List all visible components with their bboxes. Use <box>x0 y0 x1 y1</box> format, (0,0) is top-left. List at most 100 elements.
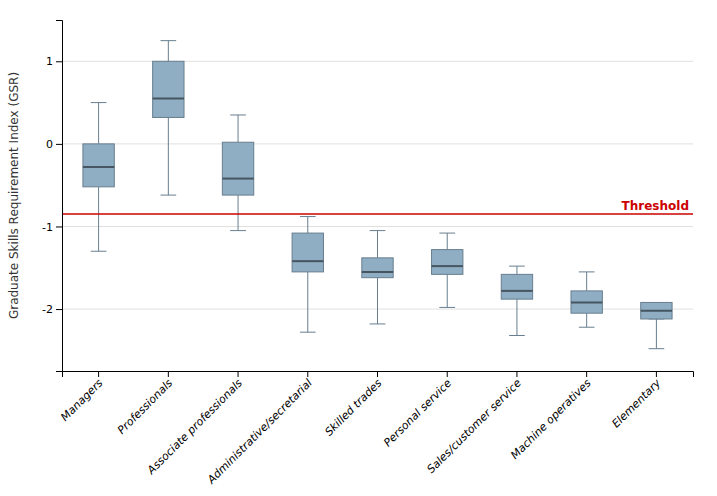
box-body <box>501 274 532 299</box>
lower-cap <box>509 335 525 336</box>
upper-cap <box>370 230 386 231</box>
box <box>83 103 114 252</box>
upper-whisker <box>168 41 169 62</box>
y-axis-line <box>56 21 63 372</box>
x-tick: Professionals <box>115 371 175 437</box>
lower-cap <box>649 348 665 349</box>
x-tick: Administrative/secretarial <box>204 371 314 487</box>
x-tick: Sales/customer service <box>424 371 524 476</box>
box-body <box>641 302 672 319</box>
lower-cap <box>439 307 455 308</box>
x-tick-label: Personal service <box>381 376 454 449</box>
box-body <box>432 250 463 275</box>
median <box>501 290 532 292</box>
upper-cap <box>300 216 316 217</box>
median <box>222 178 253 180</box>
box <box>292 217 323 333</box>
lower-cap <box>91 251 107 252</box>
x-tick: Personal service <box>381 371 454 449</box>
box-body <box>571 291 602 313</box>
y-tick-mark <box>56 61 62 62</box>
x-axis: ManagersProfessionalsAssociate professio… <box>58 371 693 487</box>
upper-whisker <box>586 272 587 291</box>
y-tick-mark <box>56 309 62 310</box>
median <box>292 260 323 262</box>
lower-cap <box>300 332 316 333</box>
upper-whisker <box>516 266 517 274</box>
x-axis-line <box>63 372 694 378</box>
upper-cap <box>91 102 107 103</box>
box <box>571 272 602 327</box>
y-tick-label: -2 <box>42 303 53 316</box>
median <box>571 301 602 303</box>
chart: Threshold -2 -1 0 1 ManagersProfessionalsAsso… <box>0 0 717 496</box>
box <box>153 41 184 195</box>
y-tick: 0 <box>46 138 62 151</box>
threshold-label: Threshold <box>622 199 689 213</box>
x-tick-label: Sales/customer service <box>424 376 524 476</box>
y-tick: -2 <box>42 303 62 316</box>
y-axis: -2 -1 0 1 <box>42 21 62 372</box>
lower-whisker <box>98 187 99 251</box>
y-tick-label: -1 <box>42 220 53 233</box>
x-tick: Managers <box>58 371 106 424</box>
lower-cap <box>370 323 386 324</box>
lower-whisker <box>656 319 657 349</box>
grid <box>62 61 693 309</box>
x-tick-label: Skilled trades <box>322 376 384 438</box>
upper-whisker <box>238 115 239 142</box>
median <box>432 265 463 267</box>
box <box>432 233 463 307</box>
box <box>501 266 532 335</box>
upper-whisker <box>98 103 99 144</box>
x-tick-label: Machine operatives <box>508 376 594 462</box>
x-tick: Elementary <box>609 371 663 430</box>
upper-cap <box>439 233 455 234</box>
x-tick-mark <box>98 371 99 377</box>
y-tick: -1 <box>42 220 62 233</box>
lower-whisker <box>447 274 448 307</box>
marks <box>62 41 693 349</box>
box <box>362 231 393 324</box>
box-body <box>222 142 253 195</box>
upper-cap <box>160 40 176 41</box>
lower-whisker <box>516 299 517 335</box>
x-tick-mark <box>307 371 308 377</box>
box-body <box>292 233 323 272</box>
y-tick-label: 1 <box>46 55 53 68</box>
x-tick-mark <box>447 371 448 377</box>
x-tick-mark <box>168 371 169 377</box>
x-tick-mark <box>238 371 239 377</box>
x-tick-mark <box>516 371 517 377</box>
box-body <box>153 61 184 117</box>
lower-cap <box>230 230 246 231</box>
grid-line <box>62 143 693 144</box>
lower-whisker <box>238 195 239 231</box>
upper-cap <box>230 114 246 115</box>
lower-whisker <box>168 117 169 195</box>
grid-line <box>62 226 693 227</box>
box-body <box>83 144 114 187</box>
upper-whisker <box>447 233 448 250</box>
box <box>641 302 672 348</box>
lower-whisker <box>307 272 308 332</box>
x-tick-label: Elementary <box>609 376 663 430</box>
plot: Threshold -2 -1 0 1 ManagersProfessionalsAsso… <box>7 21 694 487</box>
x-tick: Machine operatives <box>508 371 594 462</box>
x-tick-label: Administrative/secretarial <box>204 377 314 487</box>
y-tick-label: 0 <box>46 138 53 151</box>
upper-cap <box>509 266 525 267</box>
y-tick-mark <box>56 144 62 145</box>
upper-whisker <box>377 231 378 258</box>
x-tick-mark <box>377 371 378 377</box>
threshold-line <box>62 213 693 215</box>
x-tick-mark <box>586 371 587 377</box>
x-tick-label: Professionals <box>115 376 175 436</box>
x-tick-mark <box>656 371 657 377</box>
upper-whisker <box>307 217 308 234</box>
x-tick: Skilled trades <box>322 371 384 439</box>
median <box>83 166 114 168</box>
median <box>362 271 393 273</box>
y-tick: 1 <box>46 55 62 68</box>
lower-whisker <box>586 313 587 327</box>
